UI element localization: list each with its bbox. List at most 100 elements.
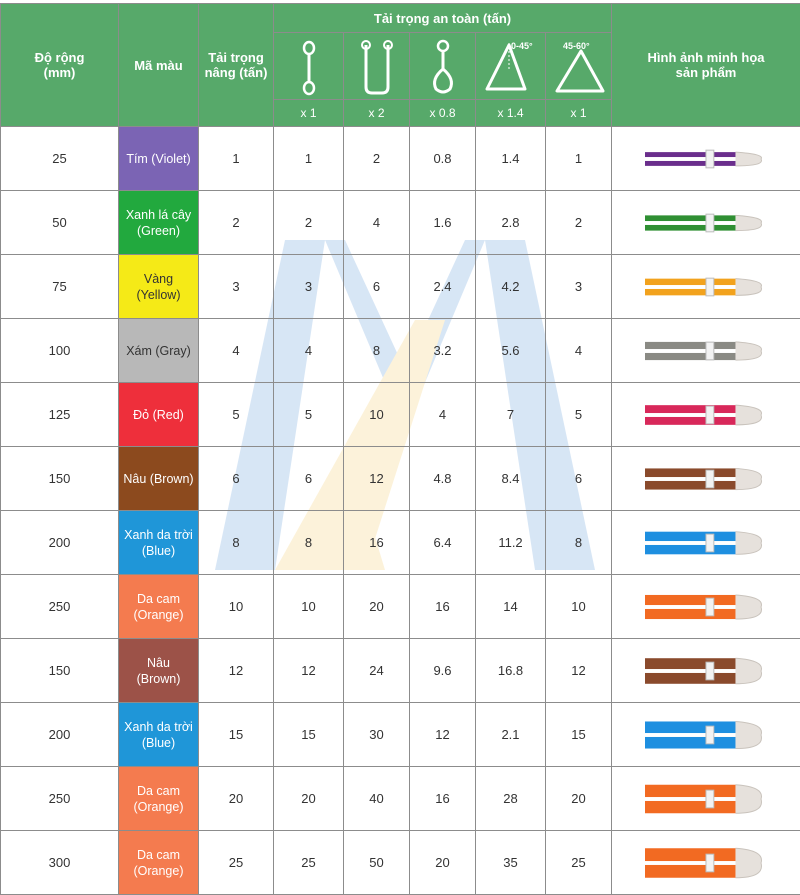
- safe-load-cell: 15: [274, 703, 344, 767]
- safe-load-cell: 24: [344, 639, 410, 703]
- width-cell: 200: [1, 511, 119, 575]
- capacity-header: Tải trọng nâng (tấn): [199, 4, 274, 127]
- image-header-label: Hình ảnh minh họa sản phẩm: [648, 50, 765, 80]
- safe-load-cell: 35: [476, 831, 546, 895]
- safe-load-cell: 3: [546, 255, 612, 319]
- choke-lift-icon: [426, 39, 460, 97]
- angle-0-45-label: 0-45°: [511, 41, 533, 51]
- safe-load-cell: 2.8: [476, 191, 546, 255]
- color-cell: Da cam (Orange): [119, 767, 199, 831]
- safe-load-cell: 6: [344, 255, 410, 319]
- red-sling-icon: [645, 394, 763, 436]
- mode-choke-cell: [410, 33, 476, 100]
- factor-u: x 2: [344, 100, 410, 127]
- image-header: Hình ảnh minh họa sản phẩm: [612, 4, 800, 127]
- safe-load-cell: 20: [410, 831, 476, 895]
- safe-load-cell: 8: [274, 511, 344, 575]
- color-label: Xám (Gray): [126, 344, 191, 358]
- color-label: Da cam (Orange): [133, 848, 183, 878]
- width-cell: 150: [1, 447, 119, 511]
- capacity-cell: 3: [199, 255, 274, 319]
- safe-load-header: Tải trọng an toàn (tấn): [274, 4, 612, 33]
- color-label: Vàng (Yellow): [136, 272, 180, 302]
- safe-load-cell: 25: [546, 831, 612, 895]
- mode-basket-45-60-cell: 45-60°: [546, 33, 612, 100]
- yellow-sling-icon: [645, 266, 763, 308]
- width-cell: 200: [1, 703, 119, 767]
- safe-load-cell: 4: [546, 319, 612, 383]
- color-label: Da cam (Orange): [133, 784, 183, 814]
- color-label: Da cam (Orange): [133, 592, 183, 622]
- safe-load-cell: 16: [410, 767, 476, 831]
- factor-basket-0-45: x 1.4: [476, 100, 546, 127]
- safe-load-cell: 1.4: [476, 127, 546, 191]
- safe-load-cell: 50: [344, 831, 410, 895]
- safe-load-cell: 20: [274, 767, 344, 831]
- basket-45-60-icon: 45-60°: [549, 39, 609, 97]
- brown-sling-icon: [645, 458, 763, 500]
- capacity-cell: 12: [199, 639, 274, 703]
- color-header: Mã màu: [119, 4, 199, 127]
- color-cell: Da cam (Orange): [119, 831, 199, 895]
- capacity-cell: 1: [199, 127, 274, 191]
- safe-load-cell: 3: [274, 255, 344, 319]
- safe-load-cell: 4.8: [410, 447, 476, 511]
- violet-sling-icon: [645, 138, 763, 180]
- width-cell: 100: [1, 319, 119, 383]
- capacity-cell: 25: [199, 831, 274, 895]
- width-cell: 75: [1, 255, 119, 319]
- product-photo-cell: [612, 447, 800, 511]
- safe-load-cell: 12: [344, 447, 410, 511]
- straight-lift-icon: [294, 39, 324, 97]
- safe-load-cell: 14: [476, 575, 546, 639]
- color-cell: Xanh da trời (Blue): [119, 511, 199, 575]
- capacity-cell: 2: [199, 191, 274, 255]
- green-sling-icon: [645, 202, 763, 244]
- safe-load-cell: 2: [546, 191, 612, 255]
- basket-0-45-icon: 0-45°: [481, 39, 541, 97]
- safe-load-cell: 20: [344, 575, 410, 639]
- color-header-label: Mã màu: [134, 58, 182, 73]
- color-cell: Đỏ (Red): [119, 383, 199, 447]
- color-label: Xanh da trời (Blue): [124, 528, 193, 558]
- product-photo-cell: [612, 767, 800, 831]
- product-photo-cell: [612, 191, 800, 255]
- factor-choke: x 0.8: [410, 100, 476, 127]
- color-label: Tím (Violet): [126, 152, 190, 166]
- color-label: Xanh lá cây (Green): [126, 208, 191, 238]
- product-photo-cell: [612, 319, 800, 383]
- safe-load-cell: 6: [546, 447, 612, 511]
- safe-load-cell: 4: [344, 191, 410, 255]
- product-photo-cell: [612, 511, 800, 575]
- u-lift-icon: [356, 39, 398, 97]
- color-cell: Nâu (Brown): [119, 447, 199, 511]
- safe-load-cell: 10: [546, 575, 612, 639]
- color-cell: Xanh lá cây (Green): [119, 191, 199, 255]
- angle-45-60-label: 45-60°: [563, 41, 590, 51]
- brown-sling-icon: [645, 650, 763, 692]
- safe-load-cell: 4: [274, 319, 344, 383]
- safe-load-cell: 40: [344, 767, 410, 831]
- safe-load-cell: 8: [344, 319, 410, 383]
- blue-sling-icon: [645, 714, 763, 756]
- color-cell: Vàng (Yellow): [119, 255, 199, 319]
- width-cell: 250: [1, 575, 119, 639]
- safe-load-cell: 6: [274, 447, 344, 511]
- width-cell: 300: [1, 831, 119, 895]
- safe-load-cell: 3.2: [410, 319, 476, 383]
- safe-load-cell: 2.1: [476, 703, 546, 767]
- safe-load-cell: 8: [546, 511, 612, 575]
- product-photo-cell: [612, 639, 800, 703]
- safe-load-cell: 9.6: [410, 639, 476, 703]
- gray-sling-icon: [645, 330, 763, 372]
- orange-sling-icon: [645, 842, 763, 884]
- color-cell: Nâu (Brown): [119, 639, 199, 703]
